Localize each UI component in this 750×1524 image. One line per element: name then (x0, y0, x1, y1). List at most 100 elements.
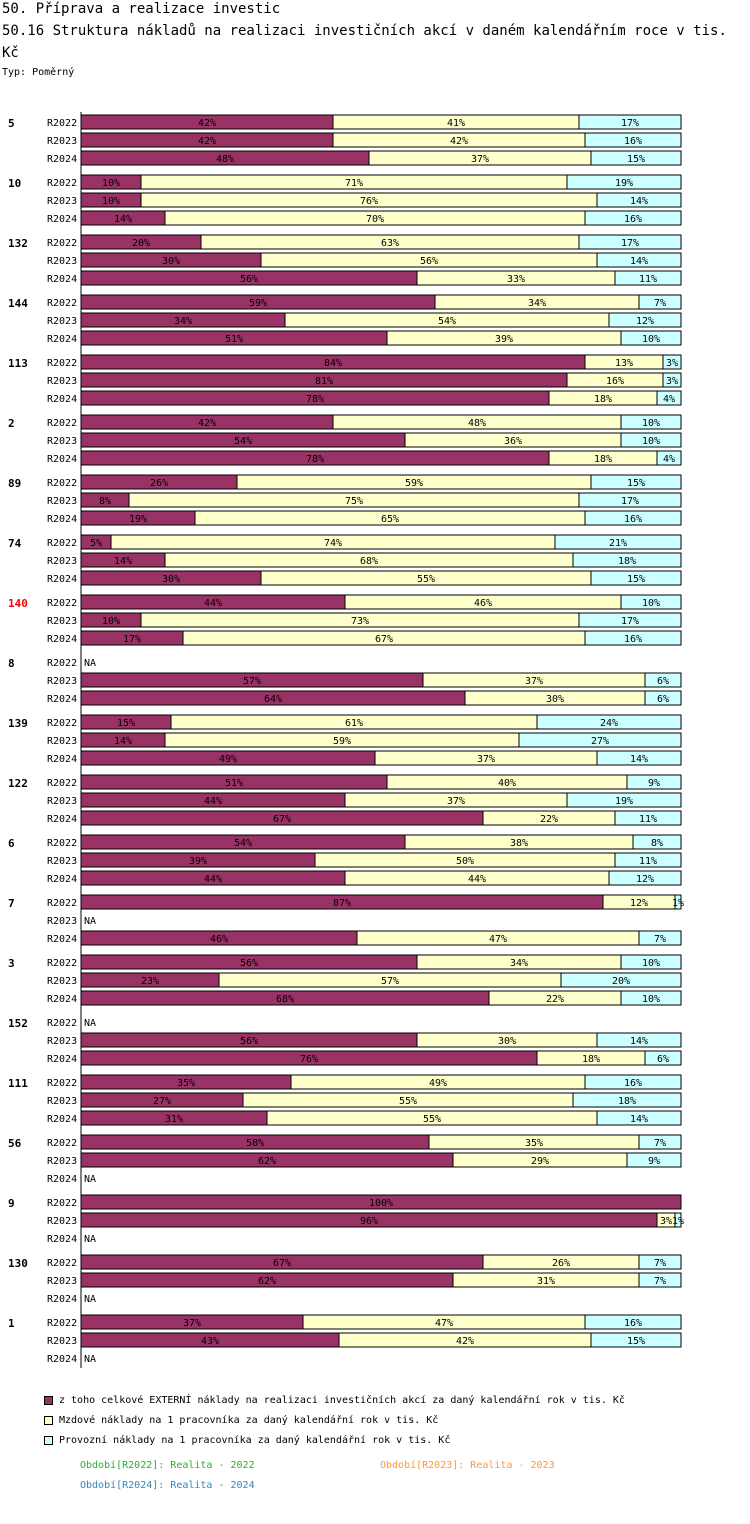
data-label: 17% (621, 118, 639, 129)
data-label: 51% (225, 334, 243, 345)
period-label-r2024: Období[R2024]: Realita - 2024 (80, 1480, 255, 1491)
period-label: R2024 (47, 1174, 77, 1185)
period-label: R2022 (47, 598, 77, 609)
bar-segment (662, 354, 682, 370)
period-label: R2023 (47, 436, 77, 447)
data-label: 10% (102, 196, 120, 207)
group-label: 122 (8, 777, 28, 790)
bar-segment (644, 672, 682, 688)
data-label: 75% (345, 496, 363, 507)
data-label: 34% (510, 958, 528, 969)
bar-segment (554, 534, 682, 550)
data-label: 55% (399, 1096, 417, 1107)
period-label: R2022 (47, 538, 77, 549)
data-label: 54% (438, 316, 456, 327)
data-label: 18% (594, 394, 612, 405)
data-label: 12% (636, 316, 654, 327)
data-label: 26% (150, 478, 168, 489)
data-label: 84% (324, 358, 342, 369)
data-label: 31% (165, 1114, 183, 1125)
period-label: R2022 (47, 658, 77, 669)
bar-segment (590, 474, 682, 490)
data-label: 14% (114, 214, 132, 225)
data-label: 20% (612, 976, 630, 987)
bar-segment (560, 972, 682, 988)
data-label: 59% (405, 478, 423, 489)
period-label: R2024 (47, 454, 77, 465)
period-label: R2022 (47, 718, 77, 729)
data-label: 47% (489, 934, 507, 945)
data-label: 15% (627, 478, 645, 489)
period-label: R2024 (47, 574, 77, 585)
data-label: 56% (420, 256, 438, 267)
na-label: NA (84, 1018, 96, 1029)
bar-segment (584, 132, 682, 148)
data-label: 65% (381, 514, 399, 525)
period-label: R2024 (47, 214, 77, 225)
data-label: 14% (630, 196, 648, 207)
period-label: R2023 (47, 676, 77, 687)
bar-segment (584, 1314, 682, 1330)
bar-segment (662, 372, 682, 388)
period-label: R2024 (47, 994, 77, 1005)
data-label: 33% (507, 274, 525, 285)
period-label: R2023 (47, 1096, 77, 1107)
data-label: 19% (615, 796, 633, 807)
data-label: 10% (642, 436, 660, 447)
period-label: R2023 (47, 856, 77, 867)
data-label: 46% (474, 598, 492, 609)
data-label: 3% (666, 358, 678, 369)
data-label: 29% (531, 1156, 549, 1167)
data-label: 42% (450, 136, 468, 147)
data-label: 67% (273, 814, 291, 825)
bar-segment (536, 714, 682, 730)
bar-segment (656, 450, 682, 466)
bar-segment (644, 690, 682, 706)
data-label: 15% (627, 574, 645, 585)
data-label: 24% (600, 718, 618, 729)
data-label: 3% (666, 376, 678, 387)
group-label: 152 (8, 1017, 28, 1030)
data-label: 49% (429, 1078, 447, 1089)
bar-segment (518, 732, 682, 748)
bar-segment (620, 954, 682, 970)
data-label: 61% (345, 718, 363, 729)
bar-segment (572, 552, 682, 568)
data-label: 16% (624, 514, 642, 525)
data-label: 56% (240, 1036, 258, 1047)
period-label: R2024 (47, 634, 77, 645)
data-label: 14% (630, 1036, 648, 1047)
data-label: 12% (630, 898, 648, 909)
period-label: R2024 (47, 1294, 77, 1305)
bar-segment (578, 234, 682, 250)
period-label: R2022 (47, 418, 77, 429)
data-label: 100% (369, 1198, 393, 1209)
period-label: R2023 (47, 256, 77, 267)
data-label: 16% (606, 376, 624, 387)
data-label: 48% (468, 418, 486, 429)
period-label: R2024 (47, 874, 77, 885)
data-label: 49% (219, 754, 237, 765)
period-label: R2022 (47, 1138, 77, 1149)
legend-swatch-external (44, 1395, 53, 1405)
period-label: R2024 (47, 1054, 77, 1065)
data-label: 16% (624, 1318, 642, 1329)
period-label: R2023 (47, 1276, 77, 1287)
group-label: 111 (8, 1077, 28, 1090)
data-label: 10% (642, 994, 660, 1005)
bar-segment (644, 1050, 682, 1066)
period-label: R2024 (47, 334, 77, 345)
na-label: NA (84, 658, 96, 669)
data-label: 10% (642, 334, 660, 345)
period-label: R2023 (47, 376, 77, 387)
group-label: 144 (8, 297, 28, 310)
bar-segment (614, 810, 682, 826)
data-label: 18% (618, 1096, 636, 1107)
data-label: 58% (246, 1138, 264, 1149)
data-label: 16% (624, 1078, 642, 1089)
data-label: 30% (546, 694, 564, 705)
na-label: NA (84, 1234, 96, 1245)
data-label: 96% (360, 1216, 378, 1227)
period-label: R2022 (47, 478, 77, 489)
data-label: 8% (651, 838, 663, 849)
